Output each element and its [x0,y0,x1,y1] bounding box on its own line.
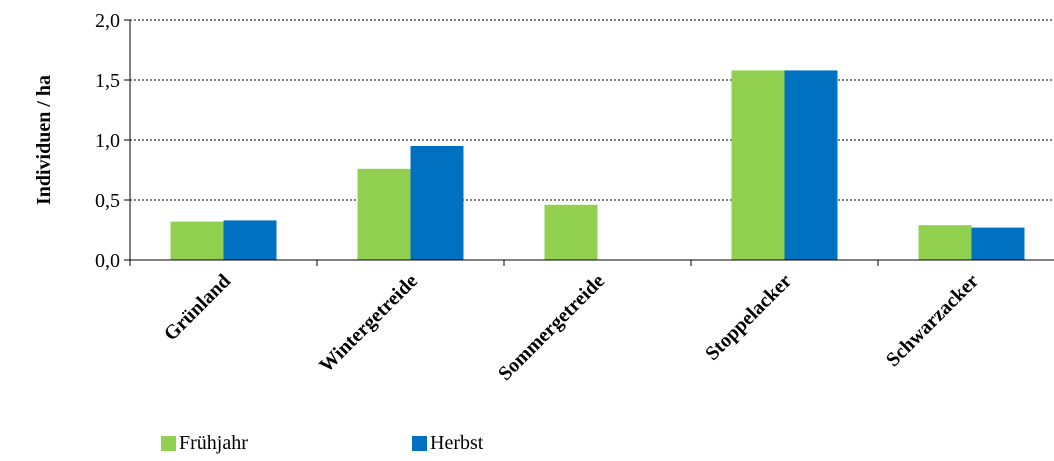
category-label: Sommergetreide [494,270,609,385]
legend-label-fruehjahr: Frühjahr [179,432,248,454]
bar-herbst-1 [410,146,464,260]
bar-chart: 0,0 0,5 1,0 1,5 2,0 Grünland Wintergetreide So… [33,10,1054,385]
bar-herbst-4 [971,227,1025,260]
legend-swatch-fruehjahr [161,436,176,451]
category-labels: Grünland Wintergetreide Sommergetreide Stop… [160,270,983,385]
bars [170,70,1025,261]
bar-fruehjahr-0 [170,221,224,260]
legend-label-herbst: Herbst [430,432,484,454]
category-label: Schwarzacker [882,270,983,371]
bar-herbst-3 [784,70,838,261]
y-tick-label: 0,0 [95,250,120,272]
y-tick-label: 1,0 [95,130,120,152]
y-axis-title: Individuen / ha [33,75,55,205]
bar-herbst-0 [223,220,277,260]
gridlines [124,19,1054,261]
y-tick-label: 1,5 [95,70,120,92]
category-label: Stoppelacker [701,270,796,365]
bar-fruehjahr-2 [544,204,598,260]
y-tick-labels: 0,0 0,5 1,0 1,5 2,0 [95,10,120,272]
legend-swatch-herbst [412,436,427,451]
y-tick-label: 0,5 [95,190,120,212]
legend-item-herbst: Herbst [412,432,483,455]
bar-fruehjahr-1 [357,168,411,260]
category-label: Wintergetreide [315,270,422,377]
y-tick-label: 2,0 [95,10,120,32]
bar-fruehjahr-4 [918,225,972,260]
legend: Frühjahr Herbst [0,432,1054,460]
category-label: Grünland [160,270,235,345]
bar-fruehjahr-3 [731,70,785,261]
axes [129,20,1054,266]
legend-item-fruehjahr: Frühjahr [161,432,248,455]
